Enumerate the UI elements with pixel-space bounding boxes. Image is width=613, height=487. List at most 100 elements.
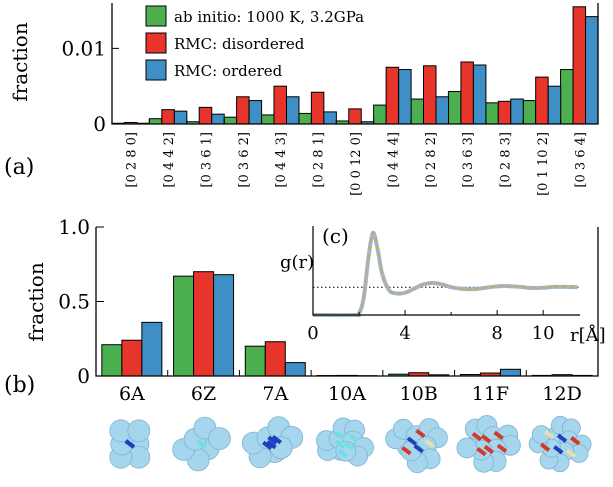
bar-a-green-9: [447, 90, 462, 125]
panel-c-xtick-label: 4: [399, 323, 410, 344]
bar-a-red-9: [460, 61, 474, 125]
bar-a-red-11: [535, 76, 549, 125]
panel-a-category-label: [0 3 6 3]: [461, 132, 476, 188]
bar-a-blue-10: [510, 98, 524, 125]
bar-b-green-2: [244, 345, 266, 377]
cluster-6: [456, 414, 521, 473]
bar-a-red-10: [497, 100, 512, 125]
bar-b-green-1: [173, 275, 195, 377]
bar-a-red-7: [385, 66, 400, 125]
cluster-bond-front: [570, 436, 581, 446]
panel-a-axes: [111, 3, 599, 125]
panel-b-label: (b): [4, 373, 35, 398]
cluster-bond-front: [344, 441, 355, 451]
panel-a-ytick-label: 0: [93, 112, 106, 136]
cluster-bond-front: [476, 447, 487, 457]
bar-a-blue-4: [285, 96, 300, 125]
bar-a-green-1: [148, 118, 163, 125]
cluster-bond-front: [271, 434, 282, 445]
cluster-bond-front: [267, 435, 278, 445]
cluster-bond-front: [335, 430, 346, 440]
bar-a-blue-1: [173, 110, 188, 125]
legend-swatch-green: [145, 5, 167, 27]
panel-c-xtick-label: 10: [532, 323, 555, 344]
cluster-bond-front: [496, 443, 508, 453]
cluster-bond-front: [424, 439, 435, 449]
bar-a-green-8: [410, 98, 425, 125]
panel-b-category-label: 7A: [262, 383, 288, 405]
bar-b-blue-0: [141, 321, 163, 377]
cluster-atom: [208, 427, 231, 450]
cluster-bond-front: [406, 436, 418, 446]
cluster-3: [241, 416, 304, 469]
cluster-atom: [127, 419, 151, 443]
cluster-bond-front: [413, 444, 424, 454]
legend-entry: RMC: disordered: [174, 35, 305, 53]
bar-a-blue-11: [547, 85, 562, 125]
bar-a-blue-8: [435, 96, 450, 125]
bar-a-blue-3: [248, 100, 263, 125]
cluster-bond-front: [334, 439, 346, 450]
panel-c-label: (c): [322, 224, 349, 248]
panel-a-label: (a): [4, 155, 34, 180]
bar-a-red-5: [310, 91, 325, 125]
cluster-bond-front: [471, 432, 483, 442]
cluster-bond-front: [493, 430, 504, 440]
panel-b-category-label: 6Z: [191, 383, 216, 405]
panel-b-ylabel: fraction: [24, 262, 48, 342]
cluster-bond-front: [544, 429, 555, 440]
cluster-bond-front: [337, 448, 348, 458]
panel-b-category-label: 6A: [119, 383, 145, 405]
panel-c-ylabel: g(r): [280, 252, 314, 273]
panel-a-ylabel: fraction: [8, 22, 32, 102]
panel-b-category-label: 11F: [472, 383, 509, 405]
panel-a-legend: ab initio: 1000 K, 3.2GPa RMC: disordered…: [145, 5, 364, 81]
bar-a-green-10: [485, 102, 499, 125]
bar-a-green-4: [260, 114, 275, 125]
panel-b-category-label: 10A: [328, 383, 366, 405]
bar-a-red-8: [423, 65, 437, 125]
panel-a-category-label: [0 4 4 4]: [386, 132, 401, 188]
cluster-2: [172, 416, 231, 472]
panel-a-category-label: [0 2 8 3]: [499, 132, 514, 188]
panel-c-background: [313, 226, 580, 315]
panel-c-curve-dashed: [312, 231, 578, 317]
legend-swatch-blue: [145, 59, 167, 81]
legend-entry: ab initio: 1000 K, 3.2GPa: [174, 8, 364, 26]
cluster-bond-front: [539, 442, 551, 452]
cluster-4: [316, 417, 374, 467]
panel-a-category-label: [0 2 8 1]: [312, 132, 327, 188]
panel-a-category-label: [0 2 8 0]: [125, 132, 140, 188]
cluster-bond-front: [124, 439, 136, 449]
panel-a-ytick-label: 0.01: [61, 36, 106, 60]
cluster-bond-front: [348, 433, 359, 443]
bar-b-red-0: [121, 339, 143, 377]
cluster-bond-front: [401, 446, 412, 456]
bar-a-green-7: [373, 104, 387, 125]
cluster-7: [528, 415, 592, 473]
bar-a-green-11: [522, 100, 537, 125]
legend-swatch-red: [145, 32, 167, 54]
bar-a-blue-9: [472, 64, 487, 125]
panel-b-ytick-label: 0: [77, 364, 90, 388]
cluster-bond-front: [415, 428, 426, 439]
panel-b-category-label: 10B: [400, 383, 438, 405]
cluster-bond-front: [262, 440, 273, 450]
bar-a-red-6: [348, 108, 362, 125]
bar-a-green-12: [560, 69, 574, 125]
bar-a-blue-5: [323, 111, 337, 125]
bar-a-blue-12: [585, 16, 599, 125]
panel-a-category-label: [0 3 6 4]: [573, 132, 588, 188]
panel-c-inset: (c) g(r) r[Å] 0 4 8 10: [280, 224, 606, 346]
panel-b-ytick-label: 1.0: [58, 215, 90, 239]
bar-a-red-3: [236, 96, 250, 125]
cluster-bond-front: [565, 448, 577, 459]
panel-a-category-label: [0 4 4 3]: [274, 132, 289, 188]
bar-a-blue-2: [211, 113, 225, 125]
panel-c-xlabel: r[Å]: [570, 324, 606, 346]
bar-a-blue-7: [398, 69, 412, 125]
bar-a-green-3: [223, 116, 238, 125]
bar-a-green-5: [298, 112, 312, 125]
panel-a-category-label: [0 0 12 0]: [349, 132, 364, 196]
